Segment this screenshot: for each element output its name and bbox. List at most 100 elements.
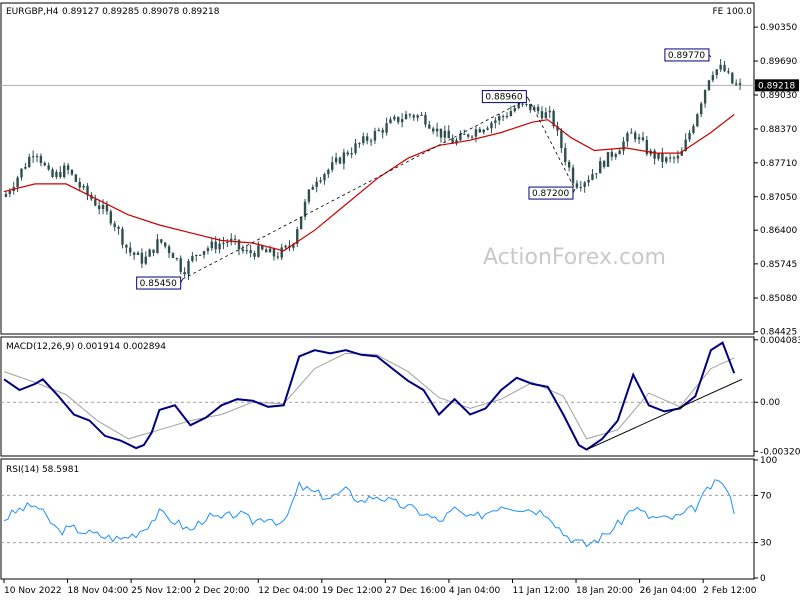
candle-body	[20, 168, 23, 178]
candle-body	[498, 116, 501, 121]
symbol-label: EURGBP,H4	[6, 7, 59, 17]
candle-body	[703, 89, 707, 104]
candle-body	[299, 216, 303, 230]
candle-body	[140, 252, 144, 264]
candle-body	[668, 157, 672, 159]
candle-body	[284, 245, 287, 248]
candle-body	[156, 239, 159, 253]
candle-body	[587, 179, 590, 183]
candle-body	[622, 141, 625, 151]
macd-y-tick-label: 0.00	[760, 398, 780, 408]
candle-body	[191, 256, 194, 261]
price-y-tick-label: 0.88370	[760, 125, 797, 135]
candle-body	[626, 133, 629, 142]
candle-body	[125, 244, 128, 248]
rsi-panel	[0, 458, 755, 580]
candle-body	[264, 249, 268, 253]
candle-body	[552, 110, 555, 127]
candle-body	[707, 80, 711, 90]
candle-body	[501, 116, 505, 118]
annotation-label: 0.87200	[532, 189, 569, 199]
ohlc-label: 0.89127 0.89285 0.89078 0.89218	[62, 7, 220, 17]
candle-body	[230, 238, 233, 243]
annotation-box	[528, 186, 574, 200]
candle-body	[715, 69, 718, 75]
annotation-box	[136, 276, 182, 290]
candle-body	[245, 250, 248, 252]
candle-body	[70, 169, 74, 175]
candle-body	[591, 174, 594, 180]
candle-body	[292, 243, 295, 248]
candle-body	[101, 204, 105, 210]
candle-body	[696, 114, 699, 127]
candle-body	[397, 116, 400, 123]
candle-body	[719, 64, 722, 70]
macd-label: MACD(12,26,9) 0.001914 0.002894	[6, 342, 166, 352]
candle-body	[470, 136, 474, 138]
candle-body	[261, 245, 264, 250]
rsi-line	[3, 479, 735, 548]
candle-body	[94, 199, 97, 206]
candle-body	[447, 130, 450, 139]
candle-body	[400, 119, 404, 123]
candle-body	[214, 241, 217, 250]
candle-body	[97, 205, 101, 210]
candle-body	[455, 140, 458, 144]
candle-body	[521, 103, 524, 105]
candle-body	[198, 254, 202, 256]
candle-body	[39, 156, 43, 164]
candle-body	[474, 129, 478, 137]
candle-body	[377, 129, 381, 132]
x-tick-label: 2 Feb 12:00	[703, 586, 757, 596]
candle-body	[381, 129, 384, 133]
candle-body	[575, 183, 579, 188]
candle-body	[171, 253, 175, 259]
candle-body	[517, 103, 520, 109]
candle-body	[152, 249, 155, 253]
watermark: ActionForex.com	[483, 245, 666, 270]
candle-body	[121, 228, 124, 245]
rsi-y-axis: 100 70 30 0	[754, 456, 777, 584]
x-tick-label: 4 Jan 04:00	[449, 586, 501, 596]
candle-body	[31, 156, 35, 158]
candle-body	[532, 106, 536, 111]
annotation-label: 0.89770	[668, 51, 705, 61]
candle-body	[637, 137, 641, 140]
candle-body	[486, 128, 489, 130]
candle-body	[47, 165, 50, 170]
candle-body	[249, 250, 252, 253]
candle-body	[132, 252, 136, 255]
candle-body	[420, 114, 423, 116]
moving-average-line	[3, 114, 735, 252]
candle-body	[583, 182, 586, 187]
candle-body	[272, 248, 276, 257]
candle-body	[548, 110, 551, 113]
candle-body	[373, 131, 377, 141]
candle-body	[307, 189, 311, 202]
rsi-y-tick-label: 100	[760, 456, 777, 466]
macd-y-tick-label: -0.003209	[760, 447, 800, 457]
macd-series	[1, 341, 754, 451]
candle-body	[319, 180, 322, 182]
macd-y-axis: 0.004083 0.00 -0.003209	[754, 336, 800, 457]
candle-body	[105, 204, 109, 212]
candle-body	[331, 162, 334, 170]
candle-body	[237, 239, 241, 250]
candle-body	[160, 239, 163, 243]
candle-body	[614, 154, 617, 157]
candle-body	[43, 163, 46, 166]
macd-main-line	[3, 341, 736, 451]
candle-body	[35, 156, 39, 158]
x-tick-label: 10 Nov 2022	[4, 586, 62, 596]
candle-body	[222, 242, 225, 244]
rsi-label: RSI(14) 58.5981	[6, 465, 79, 475]
x-tick-label: 18 Jan 20:00	[576, 586, 633, 596]
fe-label: FE 100.0	[713, 7, 753, 17]
candle-body	[117, 226, 120, 229]
candle-body	[723, 64, 726, 72]
candle-body	[358, 143, 361, 145]
price-y-axis: 0.90350 0.89690 0.89030 0.88370 0.87710 0.870…	[1, 23, 799, 338]
candle-body	[59, 171, 62, 178]
candle-body	[24, 166, 27, 169]
candle-body	[443, 130, 447, 138]
